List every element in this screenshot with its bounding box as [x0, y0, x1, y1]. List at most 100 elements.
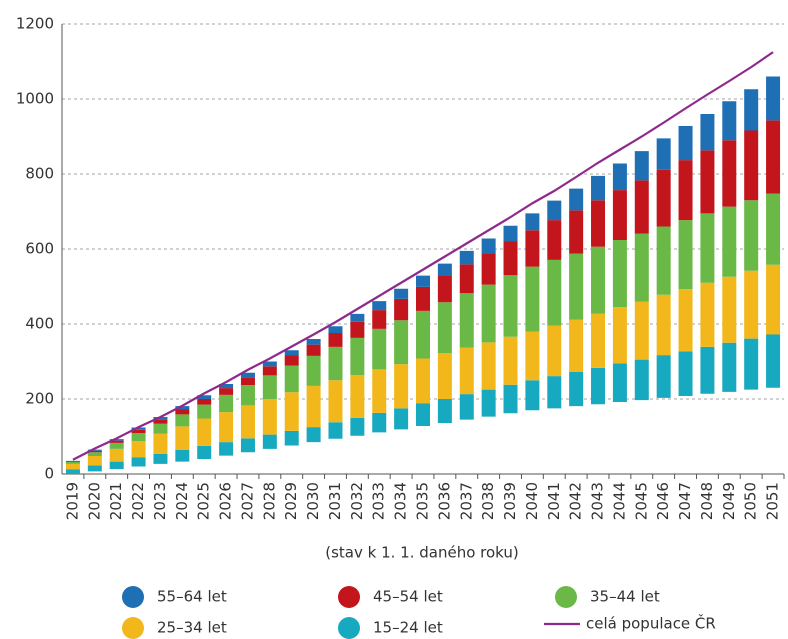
bar-segment: [503, 225, 518, 242]
bar-segment: [459, 264, 474, 294]
bar-segment: [131, 457, 146, 467]
bar-segment: [109, 448, 124, 462]
bar-segment: [437, 399, 452, 423]
x-tick-label: 2025: [195, 482, 213, 520]
bar-segment: [306, 427, 321, 443]
y-tick-label: 800: [25, 165, 54, 183]
bar-segment: [240, 372, 255, 378]
bar-segment: [634, 180, 649, 234]
bar-segment: [240, 438, 255, 453]
bar-segment: [219, 384, 234, 389]
x-tick-label: 2029: [282, 482, 300, 520]
bar-segment: [306, 385, 321, 428]
bar-segment: [394, 298, 409, 321]
bar-segment: [525, 380, 540, 411]
bar-segment: [350, 321, 365, 338]
bar-segment: [328, 346, 343, 381]
bar-segment: [262, 375, 277, 399]
bar-segment: [722, 101, 737, 141]
bar-segment: [612, 190, 627, 240]
bar-segment: [394, 288, 409, 299]
bar-segment: [328, 380, 343, 423]
x-axis-label: (stav k 1. 1. daného roku): [325, 544, 519, 562]
bar-segment: [284, 392, 299, 431]
bar-segment: [240, 405, 255, 439]
bar-segment: [372, 412, 387, 433]
bar-segment: [131, 441, 146, 458]
bar-segment: [722, 140, 737, 207]
x-tick-label: 2044: [610, 482, 628, 520]
bar-segment: [328, 326, 343, 333]
bar-segment: [634, 359, 649, 401]
y-tick-label: 200: [25, 390, 54, 408]
bar-segment: [109, 439, 124, 441]
bar-segment: [350, 313, 365, 322]
bar-segment: [460, 420, 474, 474]
x-tick-label: 2051: [764, 482, 782, 520]
bar-segment: [328, 422, 343, 439]
x-tick-label: 2045: [632, 482, 650, 520]
bar-segment: [547, 220, 562, 260]
bar-segment: [613, 402, 627, 474]
bar-segment: [416, 403, 430, 426]
bar-segment: [656, 226, 671, 295]
bar-segment: [678, 351, 693, 396]
bar-segment: [109, 440, 124, 443]
y-tick-label: 400: [25, 315, 54, 333]
bar-segment: [109, 461, 124, 470]
bar-segment: [110, 469, 124, 474]
x-tick-label: 2039: [501, 482, 519, 520]
bar-segment: [131, 429, 146, 434]
bar-segment: [350, 375, 365, 418]
legend-label: 15–24 let: [373, 619, 443, 637]
bar-segment: [306, 344, 321, 356]
bar-segment: [700, 114, 715, 151]
bar-segment: [109, 442, 124, 449]
bar-segment: [657, 398, 671, 474]
x-tick-label: 2046: [654, 482, 672, 520]
bar-segment: [591, 200, 606, 247]
bar-segment: [504, 413, 518, 474]
bar-segment: [394, 429, 408, 474]
bar-segment: [525, 331, 540, 381]
bar-segment: [175, 414, 190, 427]
bar-segment: [591, 404, 605, 474]
bar-segment: [328, 439, 342, 474]
bar-segment: [656, 294, 671, 356]
y-tick-label: 1000: [16, 90, 54, 108]
bar-segment: [766, 388, 780, 474]
x-tick-label: 2021: [107, 482, 125, 520]
x-tick-label: 2033: [370, 482, 388, 520]
bar-segment: [175, 409, 190, 415]
bar-segment: [766, 193, 781, 265]
bar-segment: [569, 372, 584, 407]
bar-segment: [481, 389, 496, 417]
bar-segment: [700, 346, 715, 394]
bar-segment: [416, 286, 430, 311]
bar-segment: [481, 284, 496, 343]
bar-segment: [525, 266, 540, 332]
bar-segment: [284, 355, 299, 366]
bar-segment: [547, 408, 561, 474]
bar-segment: [328, 333, 343, 347]
y-tick-label: 0: [44, 465, 54, 483]
bar-segment: [306, 355, 321, 386]
x-tick-label: 2050: [742, 482, 760, 520]
legend-swatch: [338, 586, 360, 608]
bar-segment: [766, 76, 781, 121]
bar-segment: [285, 446, 299, 475]
y-tick-label: 1200: [16, 15, 54, 33]
bar-segment: [525, 213, 540, 231]
bar-segment: [65, 469, 80, 474]
bar-segment: [219, 394, 234, 413]
bar-segment: [262, 366, 277, 376]
bar-segment: [437, 276, 452, 303]
bar-segment: [591, 313, 606, 368]
bar-segment: [656, 169, 671, 227]
bar-segment: [87, 456, 102, 466]
bar-segment: [678, 220, 693, 290]
bar-segment: [656, 138, 671, 170]
legend-swatch: [122, 617, 144, 639]
bar-segment: [153, 464, 167, 474]
